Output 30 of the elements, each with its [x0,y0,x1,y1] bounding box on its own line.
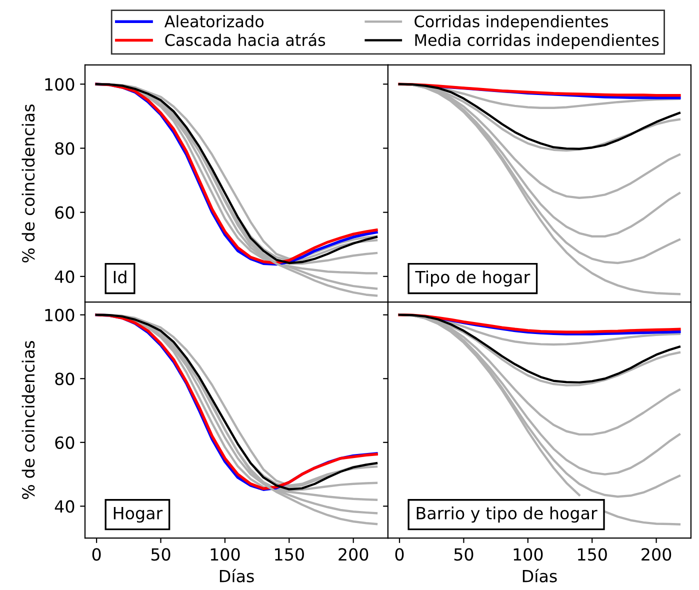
x-tick-label: 200 [642,548,672,561]
y-tick-label: 60 [55,206,74,219]
y-tick-label: 40 [54,270,74,284]
x-axis-title: Días [522,568,557,582]
x-axis-title: Días [220,568,254,582]
legend-label: Cascada hacia atrás [165,33,326,46]
x-tick-label: 150 [578,548,607,561]
y-tick-label: 60 [55,436,74,449]
y-axis-title: % de coincidencias [22,341,35,500]
x-tick-label: 200 [338,548,368,561]
x-tick-label: 0 [92,548,101,561]
y-tick-label: 40 [54,500,74,513]
y-tick-label: 80 [55,142,74,155]
y-tick-label: 80 [55,372,74,386]
x-tick-label: 50 [151,548,170,561]
y-tick-label: 100 [45,308,74,322]
y-tick-label: 100 [45,78,74,91]
x-tick-label: 50 [454,548,474,561]
x-tick-label: 0 [395,548,404,561]
x-tick-label: 150 [275,548,304,561]
annotation: Barrio y tipo de hogar [416,506,598,523]
legend-label: Corridas independientes [414,15,608,31]
x-tick-label: 100 [514,548,543,561]
legend-label: Aleatorizado [164,15,264,28]
y-axis-title: % de coincidencias [22,104,35,262]
annotation: Tipo de hogar [415,270,530,287]
x-tick-label: 100 [210,548,240,561]
annotation: Id [114,270,126,284]
legend-label: Media corridas independientes [415,34,659,50]
annotation: Hogar [114,507,163,523]
